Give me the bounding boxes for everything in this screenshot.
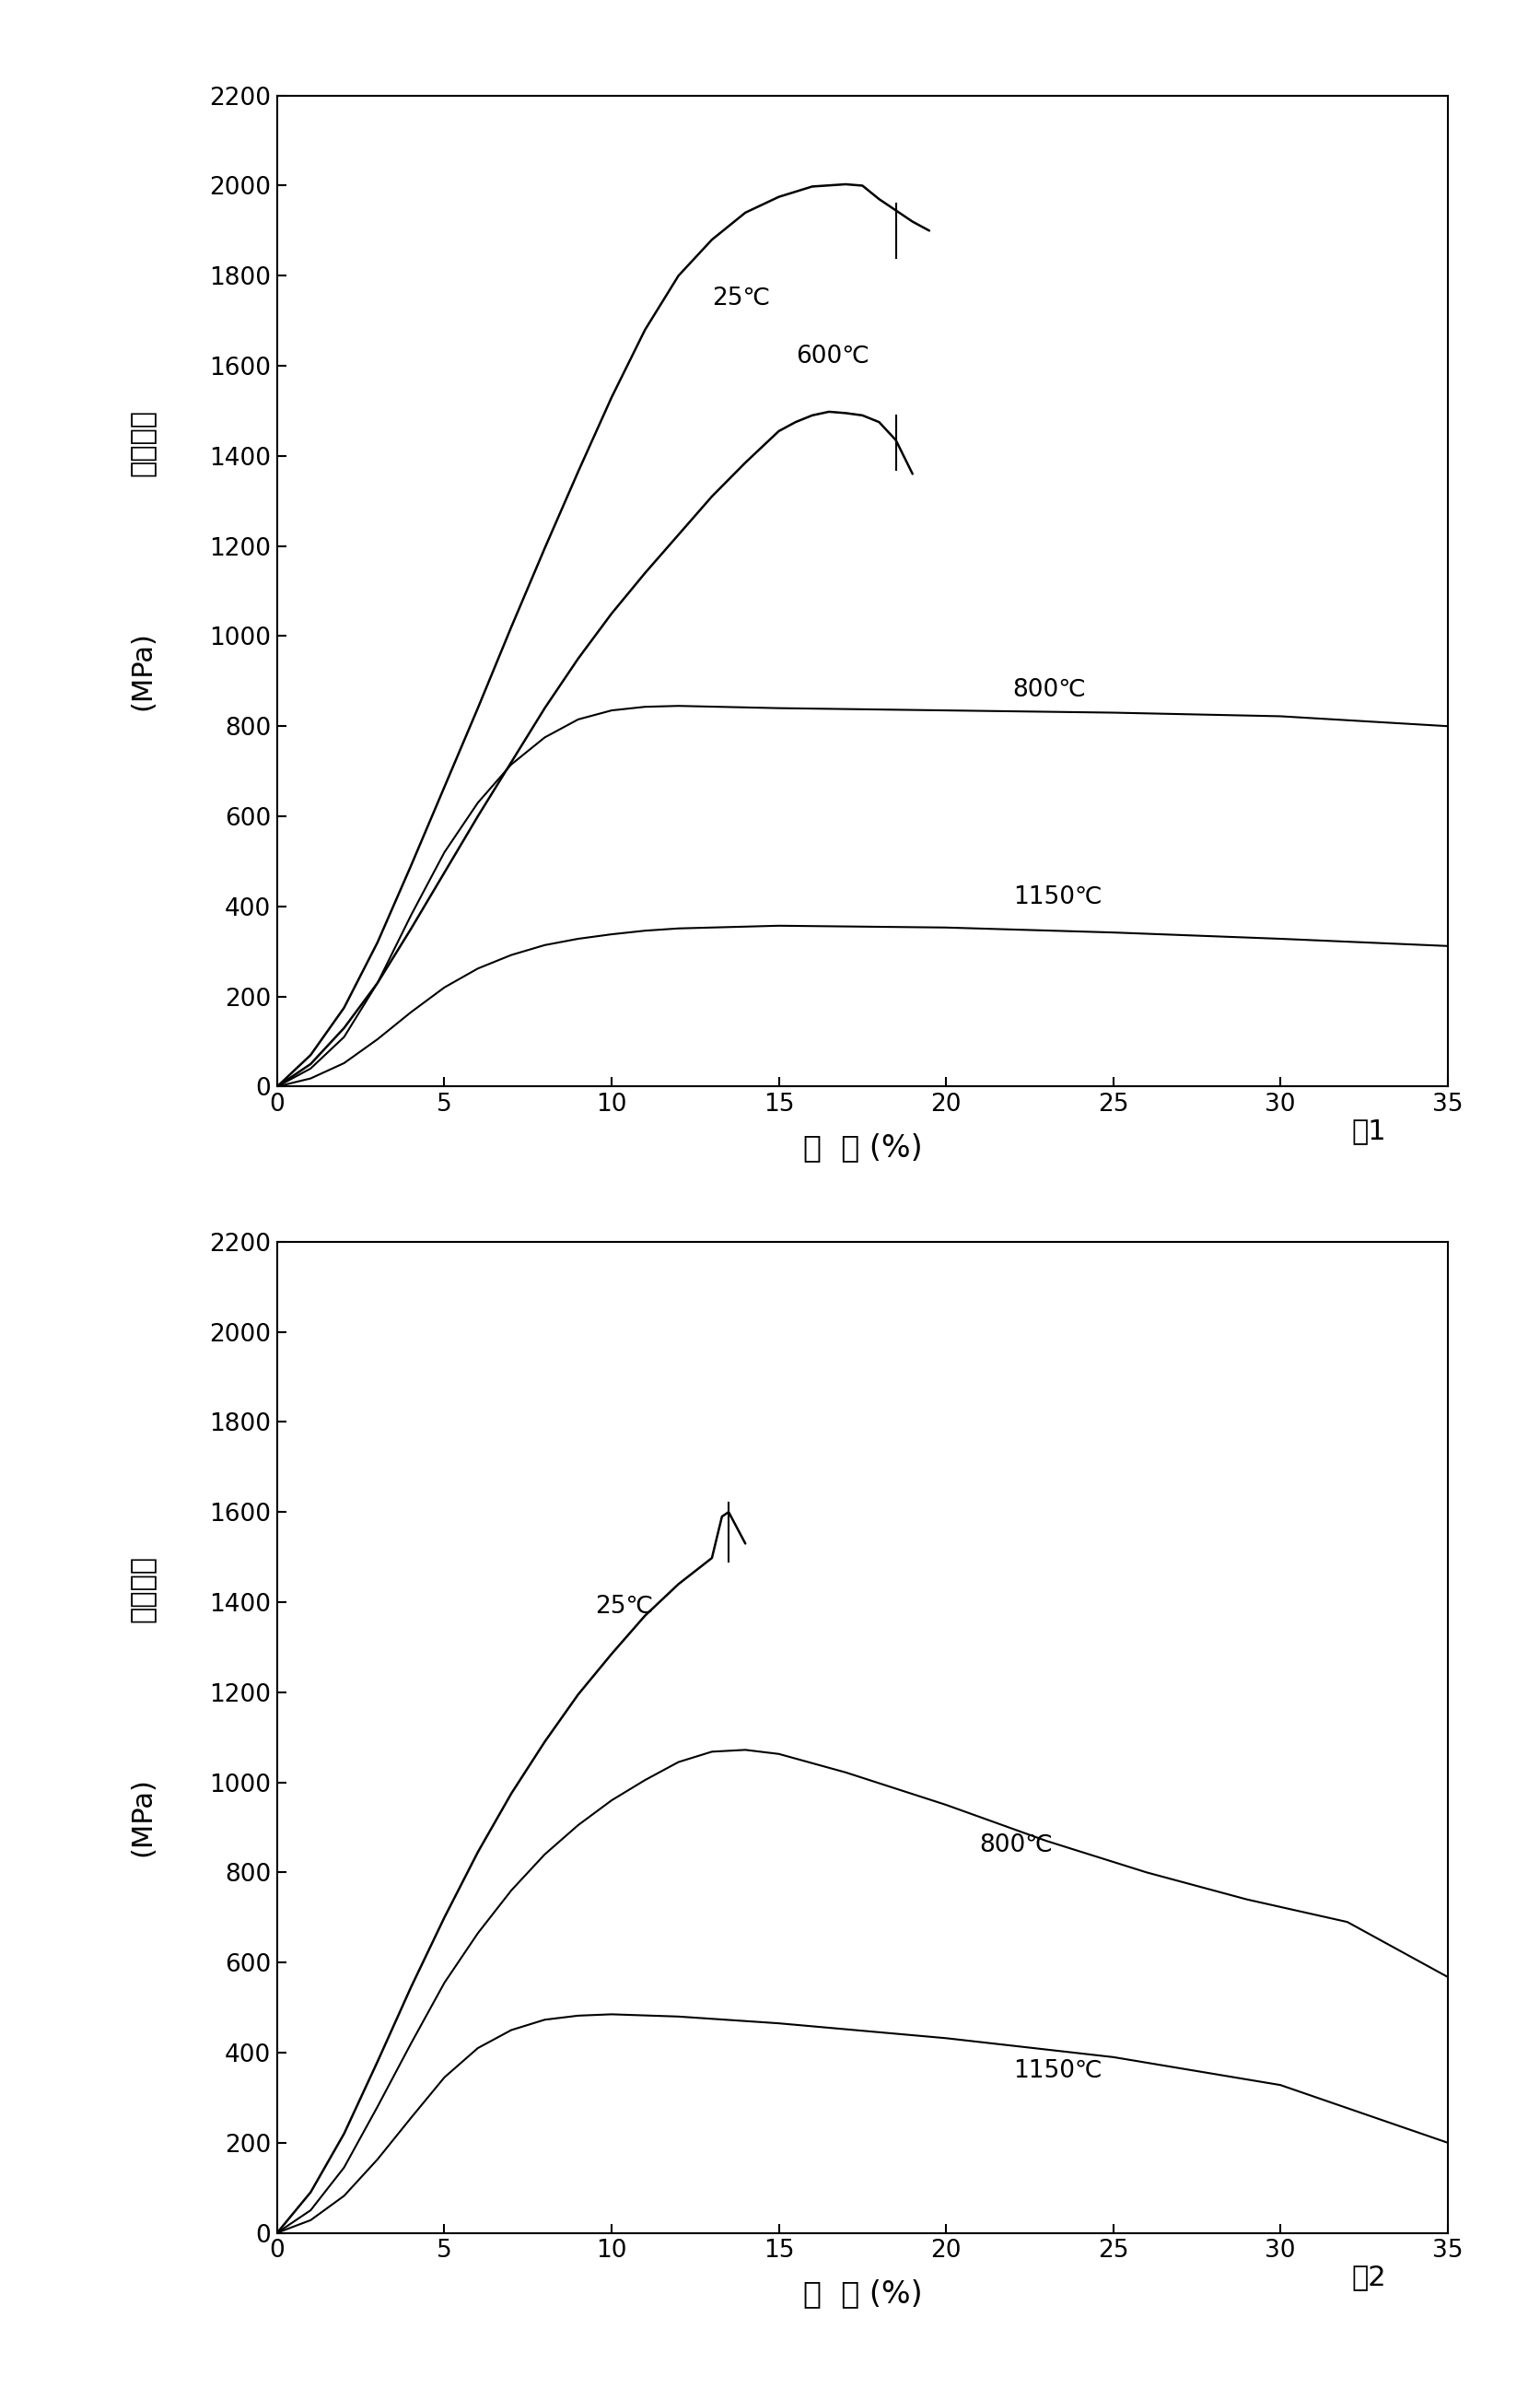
Text: 25℃: 25℃ (594, 1595, 653, 1619)
Text: 800℃: 800℃ (1013, 678, 1086, 702)
X-axis label: 应  变 (%): 应 变 (%) (802, 1132, 922, 1163)
X-axis label: 应  变 (%): 应 变 (%) (802, 2278, 922, 2309)
Text: 600℃: 600℃ (796, 344, 869, 368)
Text: 25℃: 25℃ (711, 287, 770, 310)
Text: 1150℃: 1150℃ (1013, 2058, 1103, 2082)
Text: 图2: 图2 (1351, 2264, 1386, 2290)
Text: 屈服强度: 屈服强度 (129, 1555, 156, 1621)
Text: 屈服强度: 屈服强度 (129, 408, 156, 475)
Text: (MPa): (MPa) (129, 630, 156, 709)
Text: 1150℃: 1150℃ (1013, 886, 1103, 910)
Text: (MPa): (MPa) (129, 1777, 156, 1855)
Text: 800℃: 800℃ (979, 1834, 1053, 1858)
Text: 图1: 图1 (1351, 1118, 1386, 1144)
